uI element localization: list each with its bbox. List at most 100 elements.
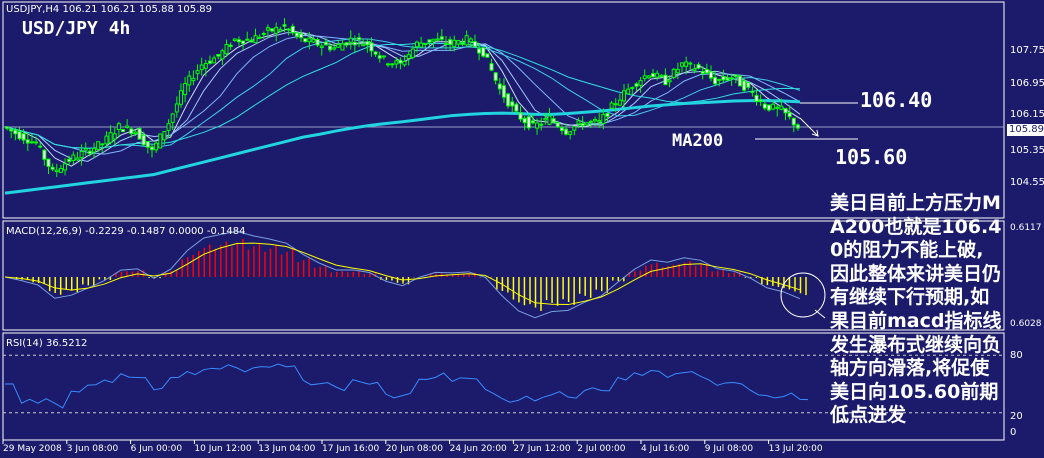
- candle: [481, 47, 486, 57]
- x-tick-label: 27 Jun 12:00: [513, 444, 571, 454]
- candle: [398, 59, 403, 64]
- candle: [762, 103, 767, 109]
- candle: [737, 75, 742, 87]
- candle: [203, 63, 208, 69]
- x-tick-label: 2 Jul 00:00: [577, 444, 626, 454]
- rsi-line: [4, 363, 809, 409]
- candle: [704, 69, 709, 74]
- candle: [253, 35, 258, 44]
- candle: [220, 50, 225, 60]
- candle: [282, 24, 287, 27]
- candle: [419, 42, 424, 48]
- candle: [129, 128, 134, 135]
- candle: [236, 39, 241, 43]
- candle: [564, 128, 569, 135]
- candle: [125, 125, 130, 129]
- candle: [207, 60, 212, 64]
- candle: [265, 27, 270, 31]
- candle: [340, 43, 345, 51]
- candle: [485, 53, 490, 58]
- moving-average-line: [4, 34, 801, 155]
- candle: [352, 41, 357, 46]
- candle: [514, 103, 519, 112]
- symbol-info: USDJPY,H4 106.21 106.21 105.88 105.89: [6, 4, 212, 15]
- candle: [390, 63, 395, 66]
- candle: [497, 83, 502, 90]
- candle: [174, 103, 179, 113]
- candle: [307, 37, 312, 43]
- candle: [92, 147, 97, 153]
- candle: [274, 26, 279, 34]
- candle: [551, 118, 556, 123]
- candle: [303, 38, 308, 43]
- candle: [651, 73, 656, 78]
- candle: [414, 41, 419, 48]
- candle: [365, 41, 370, 46]
- y-tick: 106.15: [1010, 109, 1044, 120]
- candle: [299, 33, 304, 39]
- candle: [34, 141, 39, 144]
- candle: [795, 124, 800, 129]
- candle: [377, 55, 382, 59]
- candle: [116, 123, 121, 131]
- candle: [642, 75, 647, 80]
- candle: [448, 39, 453, 45]
- candle: [328, 45, 333, 51]
- rsi-tick: 20: [1010, 411, 1023, 422]
- candle: [410, 48, 415, 58]
- candle: [394, 60, 399, 65]
- candle: [46, 158, 51, 167]
- chart-title: USD/JPY 4h: [22, 18, 131, 39]
- candle: [630, 86, 635, 89]
- candle: [696, 64, 701, 69]
- candle: [626, 88, 631, 95]
- candle: [659, 75, 664, 78]
- candle: [212, 57, 217, 64]
- candle: [717, 78, 722, 81]
- candle: [319, 45, 324, 49]
- candle: [543, 117, 548, 121]
- candle: [530, 120, 535, 124]
- rsi-title: RSI(14) 36.5212: [6, 338, 88, 349]
- candle: [195, 70, 200, 75]
- candle: [464, 35, 469, 46]
- candle: [232, 38, 237, 42]
- analysis-note: 美日目前上方压力MA200也就是106.40的阻力不能上破,因此整体来讲美日仍有…: [830, 192, 1002, 427]
- candle: [779, 105, 784, 110]
- candle: [634, 83, 639, 87]
- candle: [588, 120, 593, 123]
- candle: [54, 169, 59, 173]
- candle: [50, 166, 55, 170]
- candle: [104, 135, 109, 145]
- candle: [547, 115, 552, 125]
- candle: [67, 158, 72, 162]
- candle: [402, 60, 407, 66]
- candle: [121, 129, 126, 133]
- candle: [468, 38, 473, 43]
- candle: [593, 119, 598, 122]
- candle: [435, 38, 440, 41]
- macd-tick: 0.6117: [1010, 223, 1042, 233]
- candle: [754, 94, 759, 102]
- candle: [555, 122, 560, 128]
- candle: [336, 44, 341, 48]
- candle: [539, 123, 544, 126]
- candle: [79, 151, 84, 159]
- ma200-line: [4, 99, 801, 195]
- candle: [692, 68, 697, 72]
- candle: [679, 62, 684, 67]
- candle: [501, 85, 506, 98]
- candle: [489, 63, 494, 71]
- x-tick-label: 20 Jun 08:00: [385, 444, 443, 454]
- candle: [572, 126, 577, 131]
- x-tick-label: 10 Jun 12:00: [194, 444, 252, 454]
- candle: [700, 71, 705, 74]
- candle: [638, 80, 643, 86]
- candle: [559, 127, 564, 132]
- candle: [667, 79, 672, 83]
- y-tick: 106.95: [1010, 78, 1044, 89]
- candle: [83, 148, 88, 151]
- candle: [261, 32, 266, 35]
- candle: [758, 99, 763, 103]
- candle: [315, 39, 320, 46]
